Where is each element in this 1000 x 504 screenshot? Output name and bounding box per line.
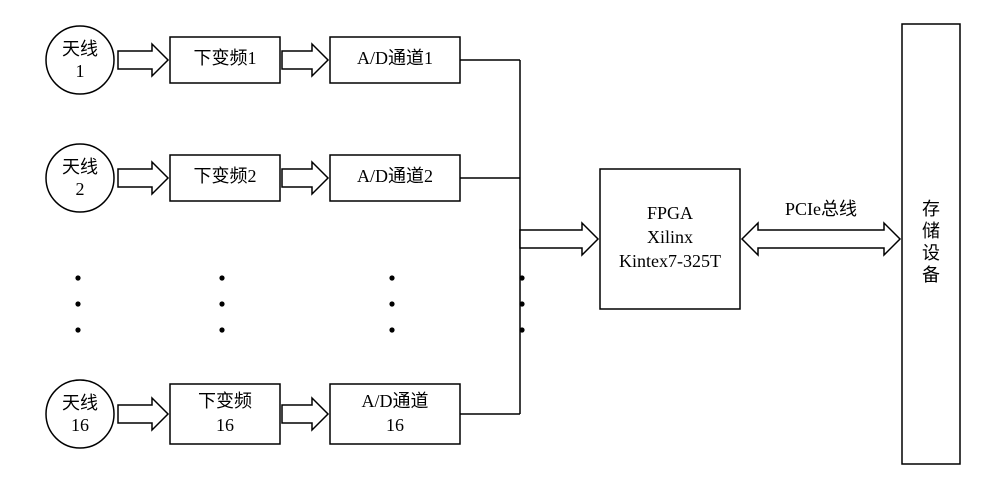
antenna: [46, 144, 114, 212]
svg-text:下变频2: 下变频2: [194, 166, 257, 186]
svg-text:Xilinx: Xilinx: [647, 227, 693, 247]
svg-text:16: 16: [71, 415, 89, 435]
svg-text:储: 储: [922, 221, 940, 241]
svg-text:设: 设: [922, 243, 940, 263]
svg-text:1: 1: [76, 61, 85, 81]
svg-text:A/D通道1: A/D通道1: [357, 48, 433, 68]
svg-text:A/D通道: A/D通道: [362, 391, 429, 411]
svg-text:FPGA: FPGA: [647, 203, 693, 223]
svg-text:16: 16: [216, 415, 234, 435]
svg-text:Kintex7-325T: Kintex7-325T: [619, 251, 721, 271]
svg-text:存: 存: [922, 199, 940, 219]
svg-text:天线: 天线: [62, 39, 98, 59]
svg-text:下变频: 下变频: [198, 391, 252, 411]
svg-text:16: 16: [386, 415, 404, 435]
svg-text:A/D通道2: A/D通道2: [357, 166, 433, 186]
svg-text:天线: 天线: [62, 157, 98, 177]
block-diagram: 天线1天线2天线16下变频1下变频2下变频16A/D通道1A/D通道2A/D通道…: [0, 0, 1000, 504]
svg-text:2: 2: [76, 179, 85, 199]
antenna: [46, 380, 114, 448]
antenna: [46, 26, 114, 94]
svg-text:天线: 天线: [62, 393, 98, 413]
svg-text:下变频1: 下变频1: [194, 48, 257, 68]
svg-text:PCIe总线: PCIe总线: [785, 199, 857, 219]
svg-text:备: 备: [922, 265, 940, 285]
